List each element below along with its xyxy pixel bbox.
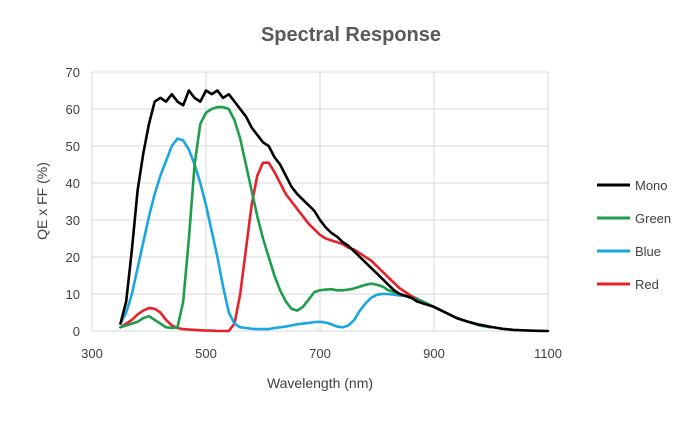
x-tick-label: 700: [309, 346, 331, 361]
y-tick-label: 20: [66, 250, 80, 265]
chart-title: Spectral Response: [261, 24, 441, 46]
y-tick-label: 40: [66, 176, 80, 191]
y-tick-label: 0: [73, 324, 80, 339]
y-tick-label: 10: [66, 287, 80, 302]
legend-label-mono: Mono: [635, 178, 668, 193]
y-tick-labels: 0 10 20 30 40 50 60 70: [66, 65, 80, 339]
y-tick-label: 30: [66, 213, 80, 228]
series-line-mono: [119, 89, 550, 333]
x-tick-label: 300: [81, 346, 103, 361]
y-tick-label: 70: [66, 65, 80, 80]
series-line-red: [119, 161, 493, 333]
y-tick-label: 50: [66, 139, 80, 154]
series-lines: [119, 89, 550, 333]
x-axis-label: Wavelength (nm): [267, 375, 373, 391]
legend-label-blue: Blue: [635, 244, 661, 259]
gridlines: [91, 71, 549, 332]
y-axis-label: QE x FF (%): [34, 162, 50, 240]
y-tick-label: 60: [66, 102, 80, 117]
legend-label-green: Green: [635, 211, 671, 226]
series-line-blue: [119, 137, 493, 331]
x-tick-label: 500: [195, 346, 217, 361]
x-tick-label: 900: [423, 346, 445, 361]
legend-label-red: Red: [635, 277, 659, 292]
legend: Mono Green Blue Red: [597, 178, 671, 292]
x-tick-label: 1100: [534, 346, 562, 361]
x-tick-labels: 300 500 700 900 1100: [81, 346, 562, 361]
